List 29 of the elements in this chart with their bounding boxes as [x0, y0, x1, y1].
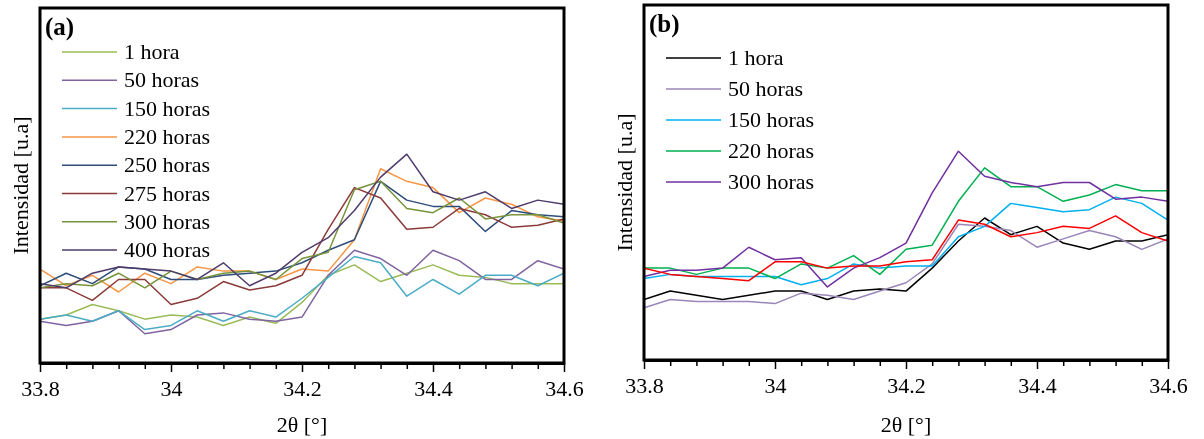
x-tick-label: 33.8	[21, 376, 60, 402]
x-tick-label: 34.4	[414, 376, 453, 402]
x-tick-label: 34.2	[283, 376, 322, 402]
legend-label: 1 hora	[728, 45, 784, 70]
legend-label: 150 horas	[124, 95, 211, 121]
text: (a)	[45, 13, 75, 41]
legend-label: 220 horas	[728, 138, 815, 163]
legend-label: 50 horas	[728, 76, 804, 101]
x-tick-label: 34	[764, 373, 787, 399]
legend-label: 220 horas	[124, 123, 211, 149]
legend-label: 300 horas	[124, 208, 211, 234]
x-tick-label: 33.8	[625, 373, 664, 399]
legend-label: 400 horas	[124, 237, 211, 263]
legend-label: 300 horas	[728, 169, 815, 194]
legend-label: 250 horas	[124, 152, 211, 178]
x-tick-label: 34.4	[1018, 373, 1057, 399]
text: (b)	[649, 10, 680, 38]
x-tick-label: 34.6	[545, 376, 584, 402]
x-tick-label: 34.2	[887, 373, 926, 399]
legend-label: 150 horas	[728, 107, 815, 132]
y-axis-title: Intensidad [u.a]	[612, 113, 637, 252]
y-axis-title: Intensidad [u.a]	[8, 116, 33, 255]
x-axis-title: 2θ [°]	[276, 412, 328, 437]
x-axis-title: 2θ [°]	[880, 412, 932, 437]
legend-label: 50 horas	[124, 67, 200, 93]
legend-label: 275 horas	[124, 180, 211, 206]
x-tick-label: 34.6	[1149, 373, 1188, 399]
legend-label: 1 hora	[124, 39, 180, 64]
x-tick-label: 34	[160, 376, 183, 402]
